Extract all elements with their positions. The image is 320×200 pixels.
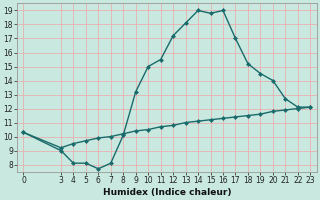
X-axis label: Humidex (Indice chaleur): Humidex (Indice chaleur) xyxy=(103,188,231,197)
